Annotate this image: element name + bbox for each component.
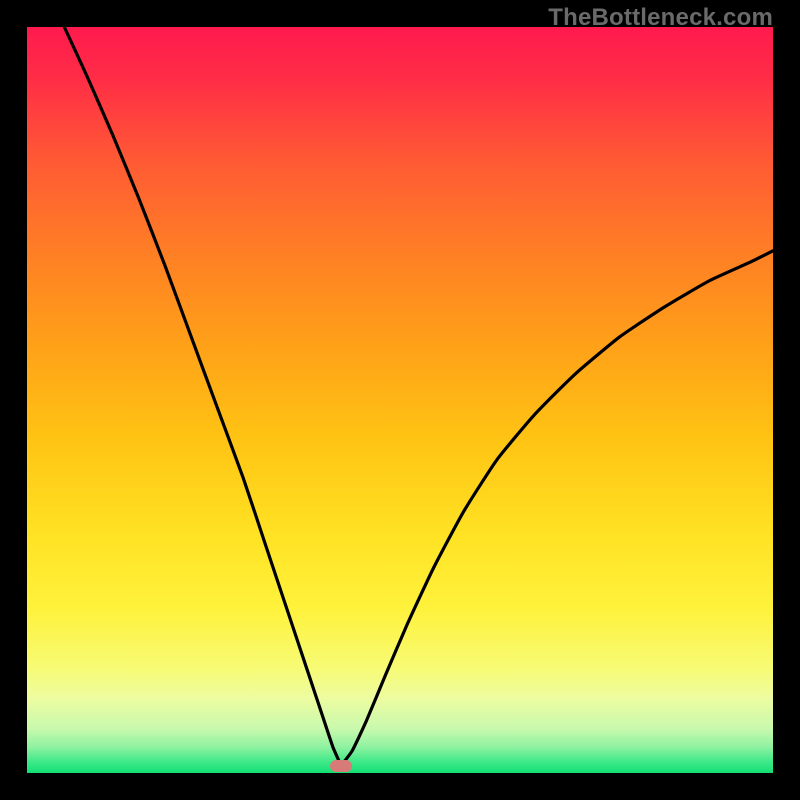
plot-area [27, 27, 773, 773]
chart-frame: TheBottleneck.com [0, 0, 800, 800]
bottleneck-gradient-background [27, 27, 773, 773]
curve-minimum-marker [330, 760, 352, 772]
watermark-label: TheBottleneck.com [548, 4, 773, 32]
